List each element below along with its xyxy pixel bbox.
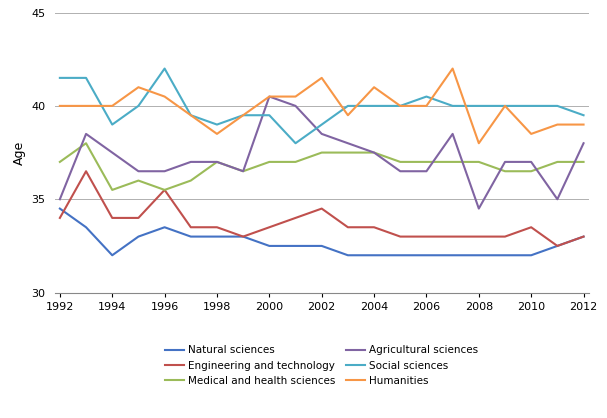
Y-axis label: Age: Age [13, 140, 26, 165]
Legend: Natural sciences, Engineering and technology, Medical and health sciences, Agric: Natural sciences, Engineering and techno… [165, 345, 478, 386]
